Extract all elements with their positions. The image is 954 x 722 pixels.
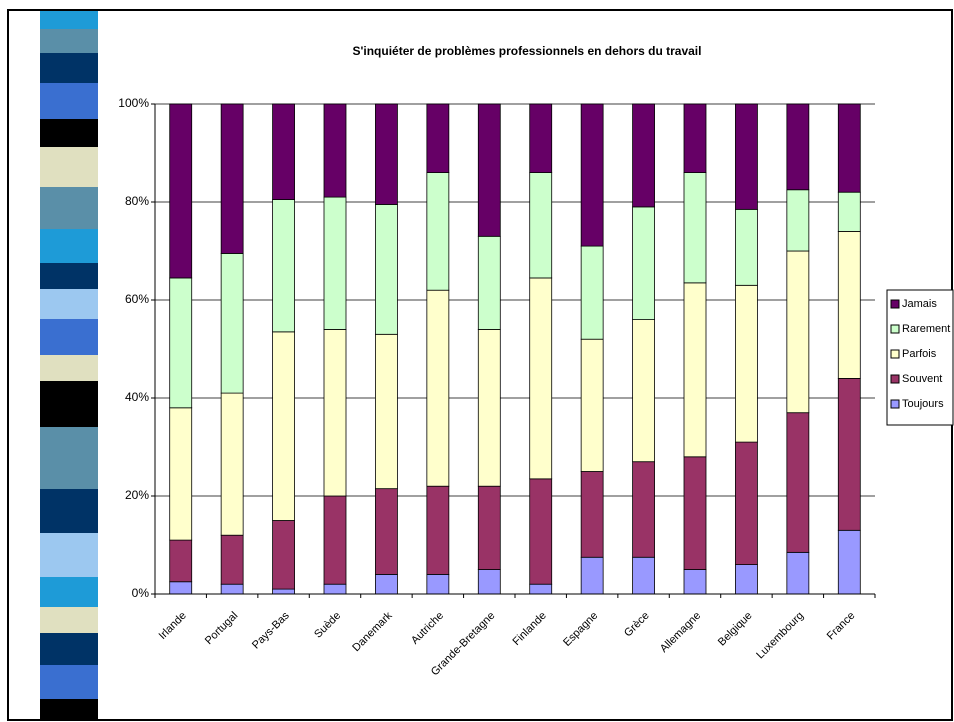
legend-swatch: [890, 299, 900, 309]
bar-segment: [632, 556, 655, 595]
bar-segment: [632, 206, 655, 320]
bar-segment: [632, 103, 655, 208]
bar-segment: [375, 103, 398, 205]
legend-swatch: [890, 349, 900, 359]
bar-segment: [683, 456, 707, 570]
y-tick-label: 0%: [132, 586, 150, 600]
chart-title: S'inquiéter de problèmes professionnels …: [353, 44, 702, 58]
bar-segment: [837, 103, 861, 193]
bar-segment: [529, 478, 553, 585]
bar-segment: [837, 191, 861, 232]
bar-segment: [169, 407, 193, 541]
bar-segment: [683, 103, 707, 173]
bar-segment: [169, 103, 193, 279]
bar-segment: [375, 488, 398, 575]
legend-swatch: [890, 374, 900, 384]
bar-segment: [529, 277, 553, 480]
bar-segment: [426, 172, 450, 291]
bar-segment: [786, 189, 810, 252]
bar-segment: [632, 319, 655, 463]
bar-segment: [735, 208, 758, 286]
bar-segment: [837, 529, 861, 595]
y-tick-label: 100%: [118, 96, 149, 110]
bar-segment: [426, 103, 450, 173]
bar-segment: [786, 103, 810, 191]
bar-segment: [477, 485, 501, 570]
bar-segment: [426, 289, 450, 487]
stripe-decoration: [40, 11, 98, 719]
bar-segment: [580, 103, 604, 247]
y-tick-label: 60%: [125, 292, 149, 306]
bar-segment: [375, 204, 398, 335]
y-tick-label: 20%: [125, 488, 149, 502]
bar-segment: [375, 574, 398, 595]
bar-segment: [837, 230, 861, 379]
bar-segment: [529, 583, 553, 595]
bar-segment: [220, 103, 244, 254]
bar-segment: [323, 196, 347, 330]
bar-segment: [272, 103, 295, 200]
bar-segment: [580, 338, 604, 472]
legend-label: Jamais: [902, 298, 937, 310]
bar-segment: [169, 539, 193, 583]
bar-segment: [426, 574, 450, 595]
bar-segment: [272, 588, 295, 595]
bar-segment: [477, 569, 501, 595]
bar-segment: [220, 392, 244, 536]
legend-label: Parfois: [902, 348, 937, 360]
legend-label: Rarement: [902, 323, 950, 335]
bar-segment: [323, 328, 347, 497]
bar-segment: [632, 461, 655, 558]
bar-segment: [272, 331, 295, 521]
bar-segment: [580, 245, 604, 340]
bar-segment: [220, 253, 244, 394]
bar-segment: [580, 556, 604, 595]
bar-segment: [580, 471, 604, 558]
bar-segment: [786, 412, 810, 553]
bar-segment: [477, 235, 501, 330]
bar-segment: [683, 172, 707, 284]
bar-segment: [323, 103, 347, 198]
bar-segment: [683, 282, 707, 458]
bar-segment: [169, 277, 193, 409]
bar-segment: [786, 250, 810, 414]
bar-segment: [426, 485, 450, 575]
bar-segment: [735, 284, 758, 443]
legend-swatch: [890, 324, 900, 334]
bar-segment: [220, 534, 244, 585]
bar-segment: [529, 103, 553, 173]
bar-segment: [272, 520, 295, 590]
bar-segment: [786, 551, 810, 595]
bar-segment: [220, 583, 244, 595]
bar-segment: [683, 569, 707, 595]
bar-segment: [272, 199, 295, 333]
legend-swatch: [890, 399, 900, 409]
legend-label: Souvent: [902, 373, 942, 385]
bar-segment: [735, 564, 758, 595]
bar-segment: [735, 103, 758, 210]
bar-segment: [323, 583, 347, 595]
y-tick-label: 80%: [125, 194, 149, 208]
bar-segment: [837, 377, 861, 531]
bar-segment: [375, 333, 398, 490]
bar-segment: [477, 328, 501, 487]
legend-label: Toujours: [902, 398, 944, 410]
bar-segment: [323, 495, 347, 585]
bar-segment: [477, 103, 501, 237]
bar-segment: [735, 441, 758, 566]
bar-segment: [169, 581, 193, 595]
y-tick-label: 40%: [125, 390, 149, 404]
bar-segment: [529, 172, 553, 279]
